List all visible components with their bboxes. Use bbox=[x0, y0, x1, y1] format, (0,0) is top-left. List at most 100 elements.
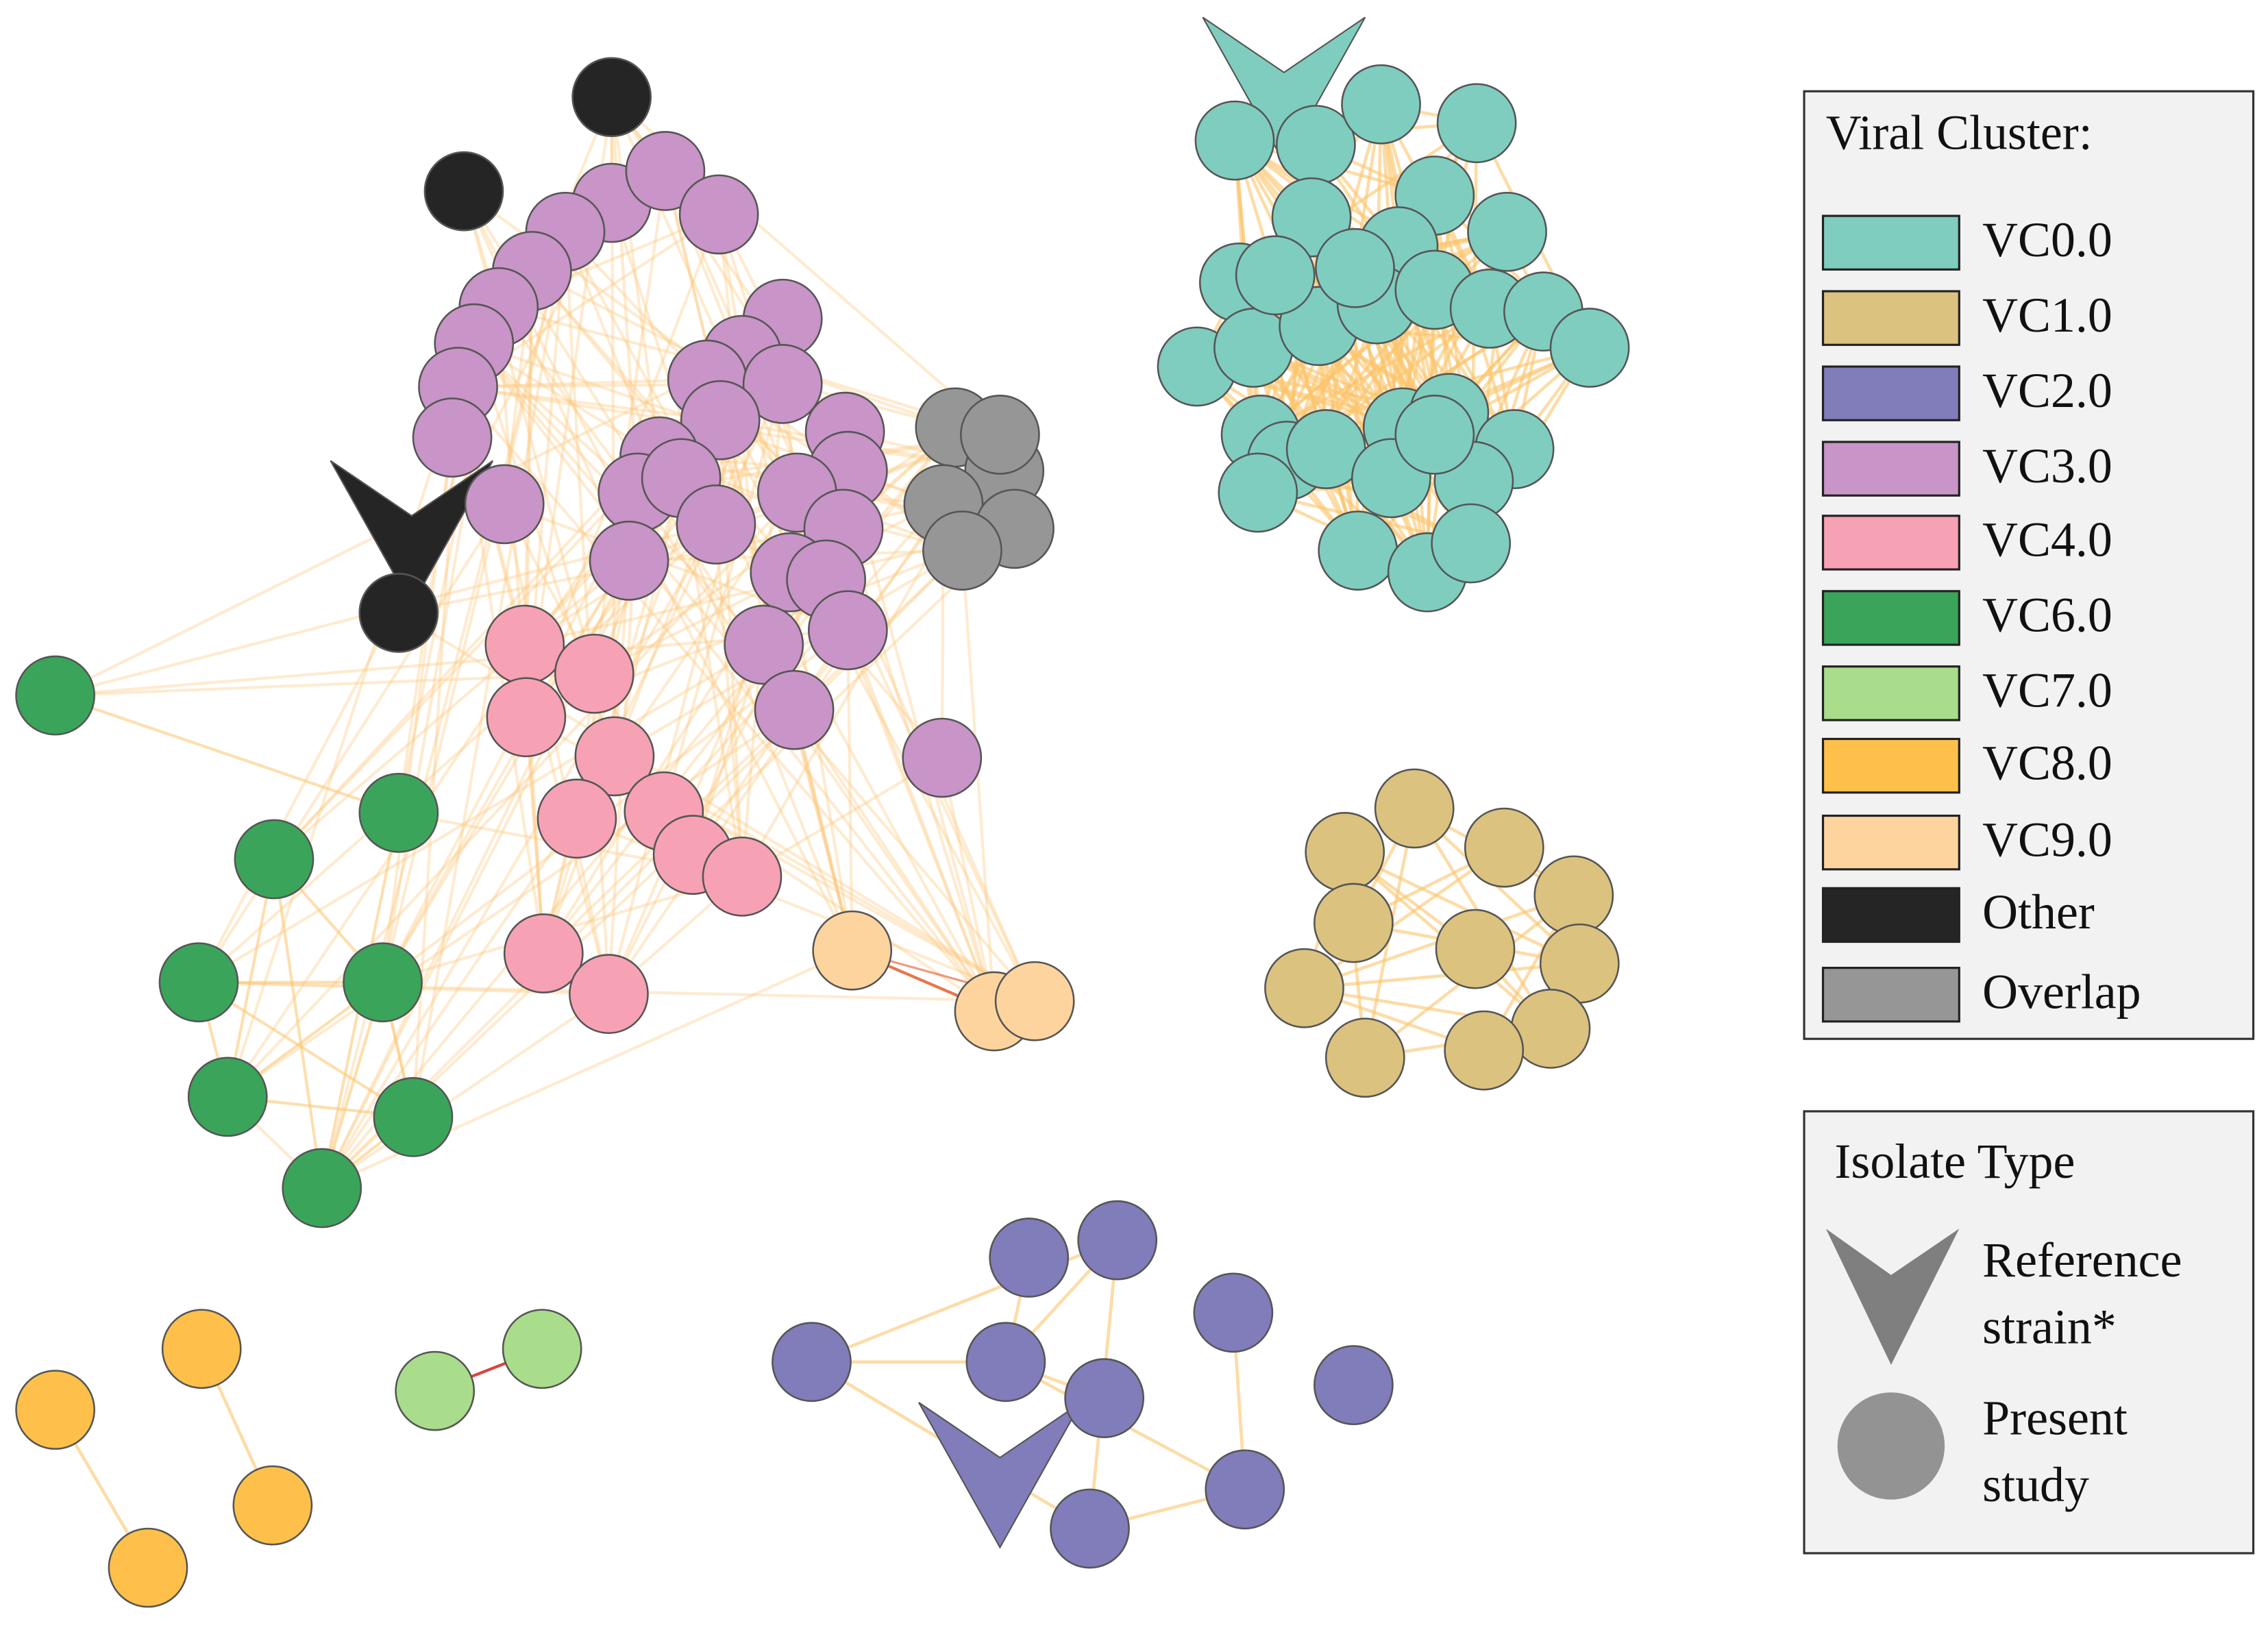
edge bbox=[321, 992, 610, 1189]
isolate-node bbox=[108, 1527, 188, 1608]
edge bbox=[1259, 307, 1491, 436]
edge bbox=[563, 232, 611, 994]
isolate-node bbox=[395, 1350, 476, 1431]
isolate-node bbox=[358, 772, 439, 853]
legend-label-box: Present study bbox=[1982, 1392, 2128, 1513]
legend-swatch bbox=[1821, 887, 1960, 943]
isolate-node bbox=[1431, 503, 1512, 584]
isolate-node bbox=[412, 397, 493, 478]
legend-label: VC6.0 bbox=[1982, 588, 2112, 643]
isolate-node bbox=[486, 677, 567, 758]
edge bbox=[542, 426, 957, 954]
legend-swatch bbox=[1821, 665, 1960, 721]
isolate-node bbox=[232, 1465, 313, 1546]
isolate-node bbox=[574, 716, 655, 797]
edge bbox=[714, 524, 744, 877]
edge bbox=[197, 523, 717, 984]
isolate-node bbox=[1374, 768, 1455, 849]
isolate-node bbox=[1436, 83, 1517, 164]
isolate-node bbox=[502, 1309, 582, 1390]
edge bbox=[54, 694, 399, 815]
nodes bbox=[15, 16, 1630, 1608]
edge bbox=[227, 708, 796, 1098]
edge bbox=[1304, 961, 1580, 990]
legend-label: Overlap bbox=[1982, 964, 2141, 1019]
legend-label-box: Reference strain* bbox=[1982, 1234, 2182, 1355]
legend-swatch bbox=[1821, 214, 1960, 271]
legend-title: Isolate Type bbox=[1834, 1134, 2075, 1189]
edge bbox=[610, 97, 661, 457]
edge bbox=[272, 859, 323, 1189]
edge bbox=[458, 378, 708, 388]
isolate-node bbox=[187, 1057, 268, 1137]
present-icon bbox=[1837, 1392, 1945, 1500]
legend-swatch bbox=[1821, 441, 1960, 497]
isolate-node bbox=[1264, 948, 1344, 1028]
isolate-node bbox=[1077, 1200, 1158, 1281]
legend-label: VC9.0 bbox=[1982, 812, 2112, 867]
edge bbox=[793, 709, 996, 1013]
reference-icon bbox=[1825, 1228, 1960, 1366]
edge bbox=[320, 231, 567, 1189]
edge bbox=[607, 503, 945, 995]
edge bbox=[793, 709, 854, 951]
isolate-node bbox=[537, 778, 617, 859]
legend-swatch bbox=[1821, 967, 1960, 1023]
legend-label: VC4.0 bbox=[1982, 513, 2112, 567]
edge bbox=[458, 385, 721, 422]
edge bbox=[273, 643, 526, 861]
isolate-node bbox=[1064, 1358, 1145, 1439]
isolate-node bbox=[1050, 1488, 1130, 1569]
legend-swatch bbox=[1821, 814, 1960, 871]
isolate-node bbox=[680, 380, 761, 460]
reference-strain bbox=[330, 460, 494, 608]
isolate-node bbox=[571, 57, 652, 138]
edge bbox=[613, 478, 683, 757]
isolate-node bbox=[960, 395, 1040, 475]
isolate-node bbox=[902, 717, 983, 798]
legend-label: VC1.0 bbox=[1982, 288, 2112, 343]
cluster-legend: Viral Cluster: VC0.0 VC1.0 VC2.0 VC3.0 VC4.0… bbox=[1803, 90, 2255, 1040]
isolate-node bbox=[1324, 1017, 1405, 1098]
edge bbox=[197, 503, 506, 983]
isolate-node bbox=[484, 604, 565, 685]
legend-title: Viral Cluster: bbox=[1826, 105, 2093, 160]
isolate-node bbox=[807, 590, 888, 671]
legend-swatch bbox=[1821, 365, 1960, 421]
legend-swatch bbox=[1821, 590, 1960, 646]
legend-label: VC2.0 bbox=[1982, 363, 2112, 418]
isolate-node bbox=[15, 655, 95, 736]
isolate-node bbox=[1194, 100, 1275, 181]
edge bbox=[1344, 850, 1581, 965]
isolate-node bbox=[994, 961, 1075, 1041]
isolate-node bbox=[569, 954, 649, 1035]
edge bbox=[197, 980, 415, 1119]
isolate-node bbox=[772, 1322, 852, 1403]
isolate-node bbox=[343, 942, 423, 1023]
isolate-node bbox=[1341, 64, 1421, 145]
isolate-node bbox=[589, 521, 669, 601]
edge bbox=[636, 491, 996, 1013]
edge bbox=[456, 386, 996, 1013]
isolate-node bbox=[464, 464, 545, 545]
isolate-node bbox=[161, 1309, 242, 1390]
isolate-node bbox=[158, 942, 239, 1023]
isolate-node bbox=[423, 151, 504, 232]
edge bbox=[940, 757, 996, 1012]
isolate-node bbox=[1394, 395, 1475, 475]
edge bbox=[961, 550, 996, 1012]
edge bbox=[381, 231, 567, 983]
edge bbox=[1303, 846, 1505, 990]
isolate-node bbox=[1218, 452, 1298, 533]
edge bbox=[811, 1238, 1118, 1363]
isolate-node bbox=[1444, 1010, 1525, 1091]
isolate-node bbox=[554, 633, 634, 714]
legend-label: Reference strain* bbox=[1982, 1234, 2182, 1355]
legend-label: VC8.0 bbox=[1982, 735, 2112, 790]
isolate-node bbox=[503, 913, 584, 993]
legend-swatch bbox=[1821, 290, 1960, 346]
edge bbox=[542, 549, 963, 954]
isolate-node bbox=[282, 1148, 362, 1228]
edge bbox=[55, 628, 848, 697]
